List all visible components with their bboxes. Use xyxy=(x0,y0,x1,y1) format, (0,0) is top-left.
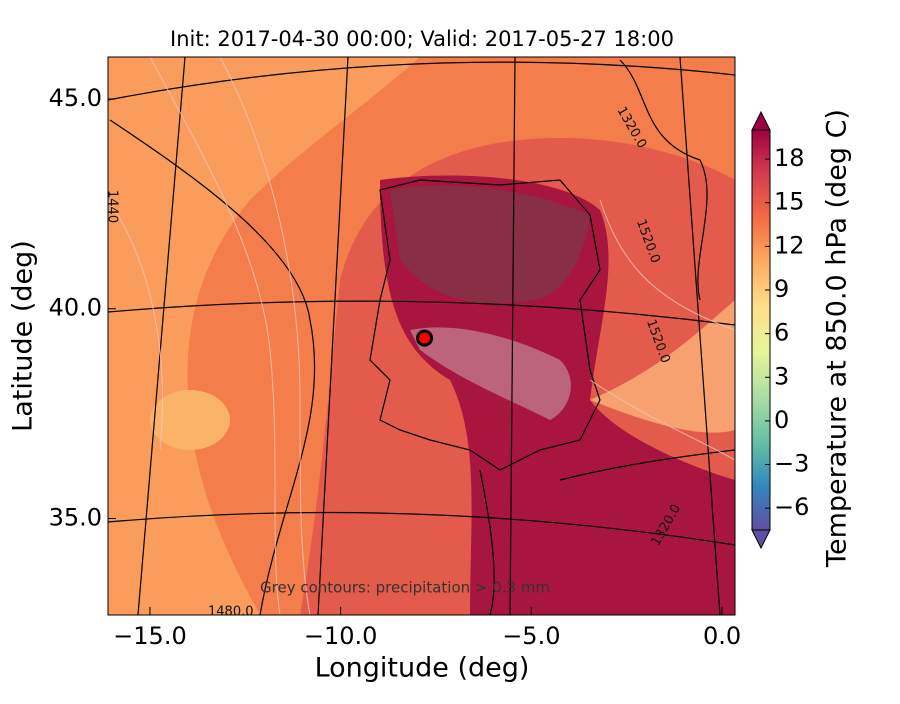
colorbar-extend-min xyxy=(751,529,771,550)
contour-label: 1480.0 xyxy=(208,605,254,620)
colorbar-tick-label: −3 xyxy=(774,450,809,478)
colorbar-tick-label: 12 xyxy=(774,231,805,259)
y-tick-label: 35.0 xyxy=(49,504,102,532)
x-tick-label: −10.0 xyxy=(304,622,378,650)
colorbar-label: Temperature at 850.0 hPa (deg C) xyxy=(822,109,853,568)
map-field xyxy=(108,57,735,615)
chart-title: Init: 2017-04-30 00:00; Valid: 2017-05-2… xyxy=(170,27,674,51)
colorbar-tick-label: 9 xyxy=(774,275,789,303)
annotation: Grey contours: precipitation > 0.3 mm xyxy=(260,579,550,597)
colorbar-tick-label: 6 xyxy=(774,319,789,347)
x-tick-label: −5.0 xyxy=(502,622,560,650)
plot-frame xyxy=(107,56,736,616)
contour-label: 1440 xyxy=(105,190,120,223)
colorbar-tick-label: 0 xyxy=(774,406,789,434)
colorbar-extend-max xyxy=(751,110,771,131)
y-axis-label: Latitude (deg) xyxy=(8,240,39,432)
x-tick-label: 0.0 xyxy=(703,622,741,650)
location-marker xyxy=(416,329,434,347)
x-tick-label: −15.0 xyxy=(113,622,187,650)
y-tick-label: 40.0 xyxy=(49,294,102,322)
colorbar-tick-label: −6 xyxy=(774,493,809,521)
y-tick-label: 45.0 xyxy=(49,84,102,112)
colorbar-tick-label: 18 xyxy=(774,144,805,172)
colorbar-tick-label: 3 xyxy=(774,362,789,390)
x-axis-label: Longitude (deg) xyxy=(315,653,530,684)
colorbar-tick-label: 15 xyxy=(774,188,805,216)
colorbar xyxy=(751,129,771,531)
